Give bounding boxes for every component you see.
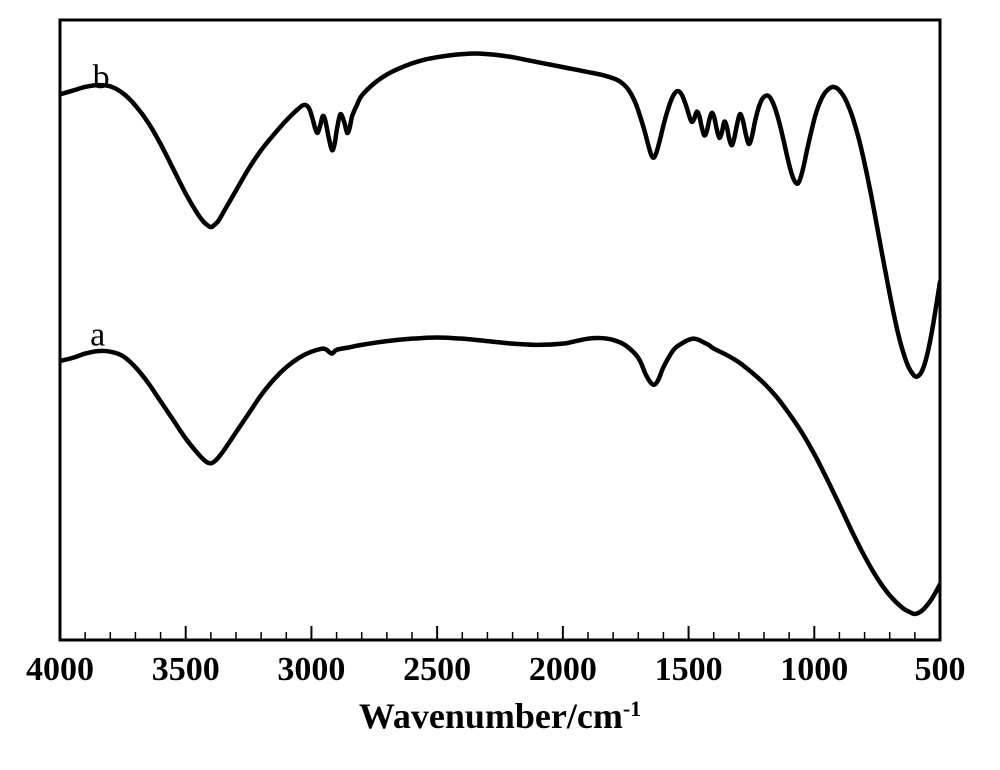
x-axis-label: Wavenumber/cm-1 [359, 696, 641, 737]
x-tick-label: 4000 [26, 651, 94, 688]
x-tick-label: 3500 [152, 651, 220, 688]
x-tick-label: 3000 [277, 651, 345, 688]
x-tick-label: 1000 [780, 651, 848, 688]
x-tick-label: 2500 [403, 651, 471, 688]
x-tick-label: 2000 [529, 651, 597, 688]
ftir-spectrum-chart: 4000 3500 3000 2500 2000 1500 1000 500 Wavenumbe… [0, 0, 1000, 770]
x-tick-label: 1500 [655, 651, 723, 688]
series-b-label: b [93, 59, 110, 96]
series-a-label: a [90, 317, 105, 354]
x-tick-label: 500 [915, 651, 966, 688]
chart-container: 4000 3500 3000 2500 2000 1500 1000 500 Wavenumbe… [0, 0, 1000, 770]
